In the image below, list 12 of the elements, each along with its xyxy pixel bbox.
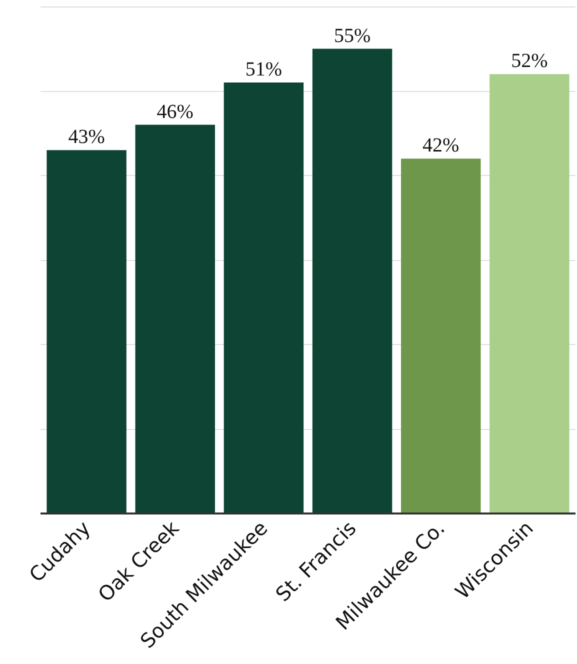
- bar: [46, 150, 126, 514]
- data-label: 55%: [334, 24, 371, 47]
- data-label: 51%: [245, 58, 282, 81]
- bar: [401, 158, 481, 514]
- bar: [224, 82, 304, 514]
- data-label: 42%: [422, 134, 460, 157]
- data-label: 46%: [156, 100, 194, 123]
- bar: [490, 74, 570, 514]
- bar: [312, 48, 392, 514]
- bar: [135, 124, 215, 514]
- data-label: 52%: [511, 50, 548, 72]
- data-label: 43%: [68, 126, 105, 148]
